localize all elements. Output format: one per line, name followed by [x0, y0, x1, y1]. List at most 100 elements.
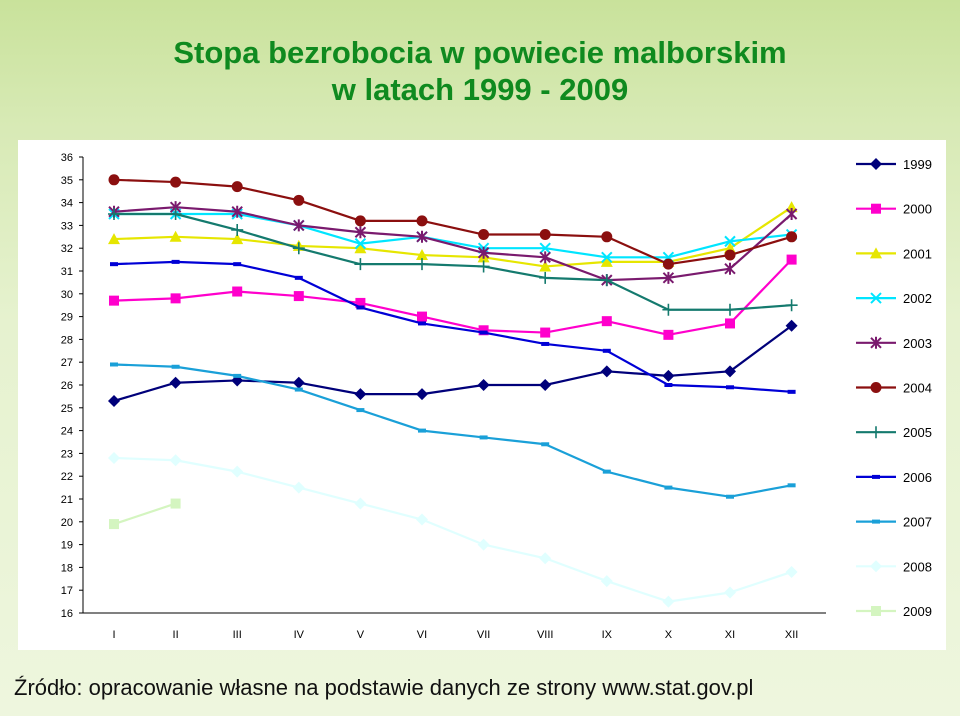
chart-title-line-1: Stopa bezrobocia w powiecie malborskim: [173, 35, 787, 70]
data-point: [477, 538, 490, 551]
x-tick-label: X: [665, 629, 673, 641]
data-point: [786, 254, 797, 265]
data-point: [539, 251, 551, 264]
series-line: [113, 324, 793, 403]
data-point: [108, 208, 120, 220]
data-point: [726, 494, 734, 499]
data-point: [787, 483, 796, 488]
y-tick-label: 33: [61, 220, 73, 232]
data-point: [110, 362, 118, 367]
series-2009: [109, 498, 181, 530]
data-point: [169, 208, 182, 220]
data-point: [169, 376, 182, 389]
data-point: [294, 275, 303, 280]
series-line: [113, 456, 792, 603]
data-point: [477, 246, 490, 259]
data-point: [539, 271, 552, 284]
chart-panel: 16 17 18 19 20 21 22 23 24 25 26 27 28 29 30 31 32 33 34 35…: [18, 140, 946, 650]
legend-label: 2005: [903, 425, 932, 440]
data-point: [539, 379, 552, 391]
data-point: [541, 442, 550, 447]
legend-item-1999: 1999: [856, 157, 932, 172]
legend-label: 2002: [903, 291, 932, 306]
data-point: [233, 262, 242, 267]
y-tick-label: 34: [61, 198, 73, 210]
legend-marker: [872, 474, 880, 479]
data-point: [540, 327, 551, 338]
data-point: [108, 233, 120, 245]
y-tick-label: 35: [61, 175, 73, 187]
y-tick-label: 22: [61, 471, 73, 483]
y-tick-label: 17: [61, 585, 73, 597]
series-line: [113, 260, 792, 393]
data-point: [785, 299, 798, 312]
legend-item-2009: 2009: [856, 604, 932, 619]
data-point: [292, 242, 305, 255]
data-point: [170, 498, 181, 509]
data-point: [600, 575, 613, 588]
x-tick-label: I: [112, 629, 115, 641]
data-point: [785, 319, 798, 332]
data-point: [662, 258, 674, 270]
series-line: [113, 178, 792, 266]
data-point: [292, 481, 305, 494]
data-point: [600, 365, 613, 378]
data-point: [416, 230, 428, 243]
data-point: [724, 586, 736, 599]
data-point: [539, 242, 551, 254]
data-point: [724, 303, 736, 316]
data-point: [786, 231, 798, 243]
y-tick-label: 28: [61, 334, 73, 346]
legend-label: 2006: [903, 470, 932, 485]
line-chart: 16 17 18 19 20 21 22 23 24 25 26 27 28 29 30 31 32 33 34 35…: [61, 152, 932, 641]
data-point: [171, 259, 180, 264]
legend-marker: [872, 519, 880, 524]
data-point: [479, 435, 488, 440]
data-point: [726, 385, 734, 390]
data-point: [293, 291, 304, 302]
series-2006: [110, 259, 796, 394]
data-point: [418, 321, 426, 326]
series-2002: [108, 208, 798, 264]
y-tick-label: 27: [61, 357, 73, 369]
series-2003: [108, 201, 798, 287]
series-2007: [110, 362, 796, 499]
legend-label: 2004: [903, 381, 932, 396]
legend-label: 2001: [903, 246, 932, 261]
x-tick-label: V: [357, 629, 365, 641]
data-point: [724, 262, 736, 275]
data-point: [664, 485, 673, 490]
series-line: [113, 206, 793, 268]
data-point: [354, 388, 367, 401]
data-point: [478, 229, 490, 241]
data-point: [171, 364, 180, 369]
data-point: [662, 271, 675, 284]
data-point: [416, 513, 428, 526]
legend: 1999 2000 2001 2002 2003 2004 2005 2006 2007 2008…: [856, 157, 932, 619]
data-point: [724, 249, 736, 261]
data-point: [355, 297, 366, 308]
data-point: [541, 341, 550, 346]
x-tick-label: IX: [602, 629, 613, 641]
data-point: [725, 318, 735, 329]
data-point: [787, 389, 796, 394]
data-point: [601, 316, 612, 327]
data-point: [354, 258, 367, 271]
series-2008: [108, 451, 798, 608]
series-2004: [108, 174, 798, 270]
data-point: [292, 376, 305, 389]
data-point: [354, 226, 367, 239]
x-tick-label: VI: [417, 629, 427, 641]
data-point: [354, 215, 366, 227]
legend-marker: [871, 606, 881, 616]
data-point: [785, 565, 798, 578]
data-point: [169, 454, 182, 467]
y-tick-label: 26: [61, 380, 73, 392]
legend-marker: [870, 560, 882, 573]
y-tick-label: 23: [61, 448, 73, 460]
legend-marker: [870, 158, 882, 170]
chart-title-line-2: w latach 1999 - 2009: [331, 72, 629, 107]
data-point: [354, 242, 367, 254]
x-tick-label: III: [233, 629, 242, 641]
data-point: [231, 465, 244, 478]
